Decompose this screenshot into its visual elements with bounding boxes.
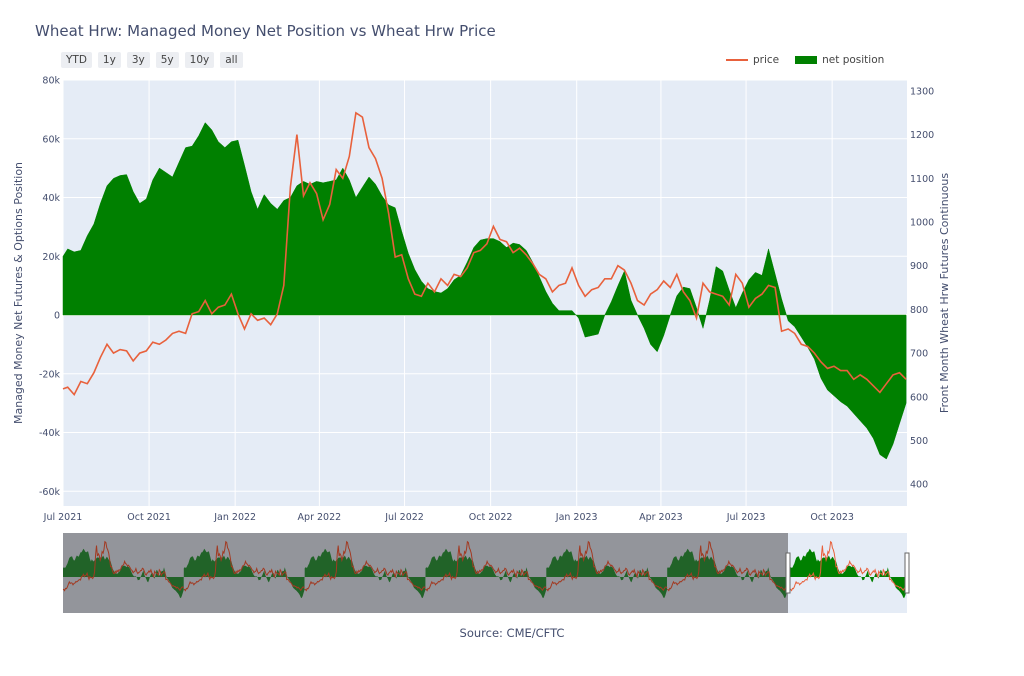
range-selector: YTD 1y 3y 5y 10y all (61, 52, 243, 68)
mini-history-net-area (63, 548, 184, 599)
y2-tick-label: 1200 (910, 130, 934, 141)
chart-title: Wheat Hrw: Managed Money Net Position vs… (35, 22, 496, 40)
range-button-3y[interactable]: 3y (126, 52, 150, 68)
range-button-10y[interactable]: 10y (184, 52, 215, 68)
mini-history-price-line (304, 540, 426, 592)
mini-history-net-area (183, 548, 305, 599)
mini-price-line (789, 540, 908, 592)
y2-axis-label: Front Month Wheat Hrw Futures Continuous (938, 173, 951, 413)
y2-axis-ticks: 400 500 600 700 800 900 1000 1100 1200 1300 (910, 86, 934, 490)
x-tick-label: Jul 2021 (43, 512, 83, 523)
x-tick-label: Apr 2022 (298, 512, 342, 523)
net-position-area (62, 122, 907, 460)
range-button-1y[interactable]: 1y (97, 52, 121, 68)
y2-tick-label: 700 (910, 349, 928, 360)
x-tick-label: Apr 2023 (639, 512, 683, 523)
legend-label-price: price (753, 54, 780, 66)
range-slider-preview-shaded (62, 540, 789, 599)
range-button-ytd[interactable]: YTD (61, 52, 92, 68)
legend-item-price[interactable]: price (726, 54, 779, 66)
x-tick-label: Jul 2022 (384, 512, 424, 523)
price-line (62, 111, 907, 397)
y2-tick-label: 1100 (910, 174, 934, 185)
y2-tick-label: 600 (910, 392, 928, 403)
y-tick-label: 40k (42, 193, 60, 204)
mini-history-net-area (546, 548, 667, 599)
mini-history-net-area (304, 548, 426, 599)
mini-history-price-line (546, 540, 668, 592)
y-axis-ticks: -60k -40k -20k 0 20k 40k 60k 80k (39, 76, 61, 498)
net-position-series (62, 122, 907, 460)
x-tick-label: Oct 2023 (810, 512, 854, 523)
y2-tick-label: 500 (910, 436, 928, 447)
price-series (62, 111, 907, 397)
x-tick-label: Jan 2022 (213, 512, 256, 523)
y-tick-label: -40k (39, 428, 61, 439)
mini-history-net-area (667, 548, 788, 599)
y-tick-label: -60k (39, 487, 61, 498)
y-tick-label: 60k (42, 134, 60, 145)
mini-history-price-line (425, 540, 547, 592)
legend-swatch-price (726, 59, 748, 61)
range-button-all[interactable]: all (220, 52, 243, 68)
y2-tick-label: 1000 (910, 218, 934, 229)
mini-net-position-area (790, 548, 907, 599)
range-slider-background (63, 533, 907, 613)
range-slider-shade-left (63, 533, 788, 613)
legend: price net position (726, 54, 900, 66)
y-axis-label: Managed Money Net Futures & Options Posi… (12, 162, 25, 424)
y2-tick-label: 900 (910, 261, 928, 272)
range-slider-handle-right[interactable] (904, 552, 910, 594)
x-tick-label: Oct 2021 (127, 512, 171, 523)
range-slider-preview (789, 540, 908, 599)
y2-tick-label: 1300 (910, 86, 934, 97)
grid-lines (62, 79, 907, 506)
range-button-5y[interactable]: 5y (155, 52, 179, 68)
plot-background (63, 80, 907, 506)
legend-item-net-position[interactable]: net position (795, 54, 884, 66)
range-slider[interactable] (62, 533, 910, 613)
legend-label-net-position: net position (822, 54, 885, 66)
x-axis-ticks: Jul 2021 Oct 2021 Jan 2022 Apr 2022 Jul 2022… (43, 512, 854, 523)
mini-history-price-line (666, 540, 789, 592)
y-tick-label: 0 (54, 311, 60, 322)
source-note: Source: CME/CFTC (459, 626, 565, 640)
y2-tick-label: 400 (910, 480, 928, 491)
x-tick-label: Jan 2023 (555, 512, 598, 523)
mini-history-price-line (183, 540, 305, 592)
mini-history-price-line (62, 540, 185, 592)
x-tick-label: Oct 2022 (469, 512, 513, 523)
y2-tick-label: 800 (910, 305, 928, 316)
mini-history-net-area (425, 548, 547, 599)
legend-swatch-net-position (795, 56, 818, 64)
range-slider-handle-left[interactable] (785, 552, 791, 594)
y-tick-label: 80k (42, 76, 60, 87)
y-tick-label: 20k (42, 252, 60, 263)
y-tick-label: -20k (39, 369, 61, 380)
x-tick-label: Jul 2023 (726, 512, 766, 523)
